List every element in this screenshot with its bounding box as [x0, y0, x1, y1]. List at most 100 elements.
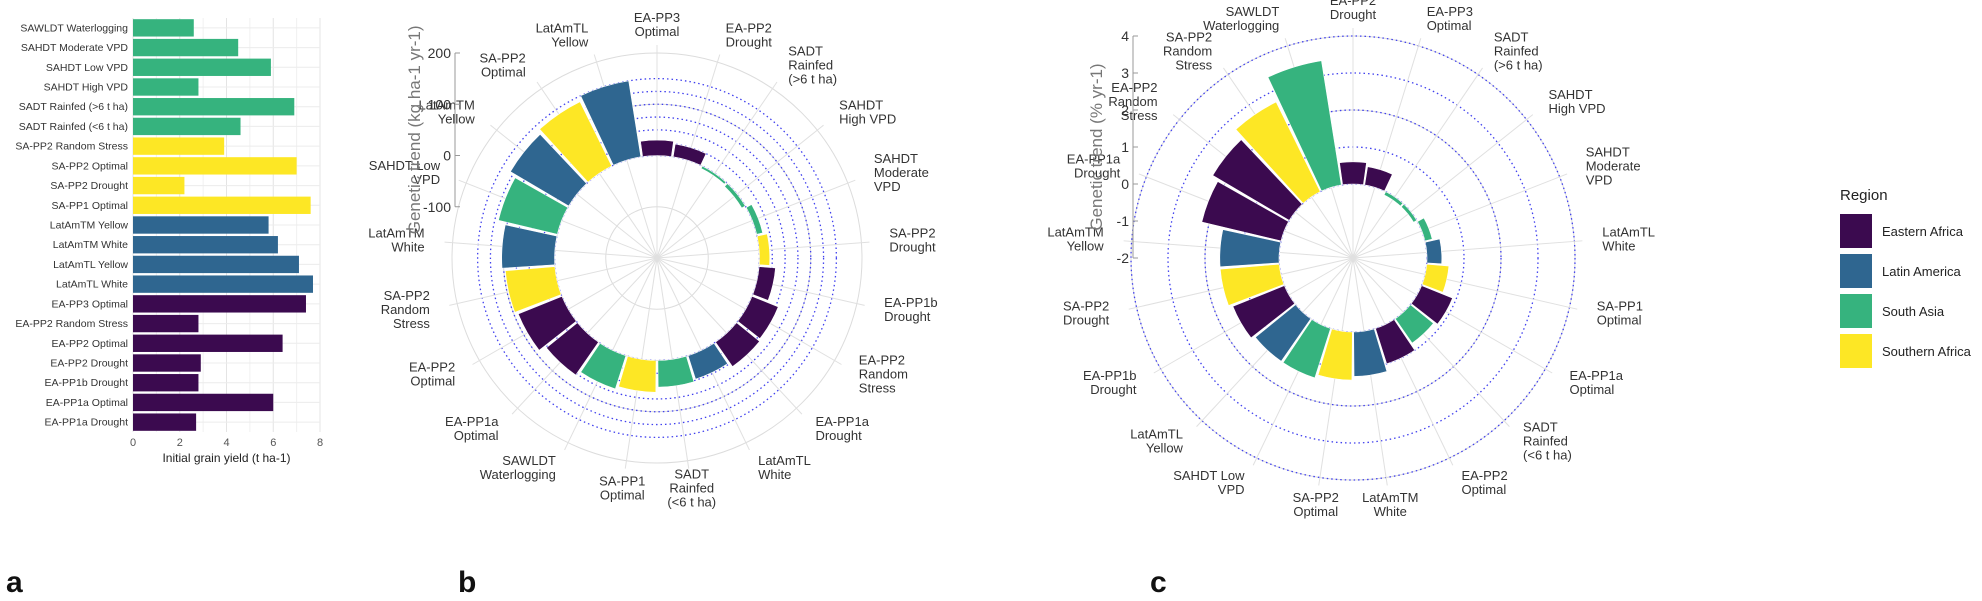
bar-ea-pp1a-drought	[715, 322, 761, 367]
bar-ea-pp2-drought	[672, 143, 707, 166]
bar-ea-pp2-random-stress	[737, 295, 779, 339]
bar-latamtl-yellow	[580, 80, 642, 166]
legend-swatch-south-asia	[1840, 294, 1872, 328]
radial-grid-line	[1352, 257, 1454, 466]
y-tick-label: SA-PP2 Random Stress	[15, 141, 128, 153]
bar-sa-pp2-optimal	[133, 157, 297, 175]
category-label-ea-pp3-optimal: EA-PP3 Optimal	[634, 10, 680, 39]
legend-swatch-eastern-africa	[1840, 214, 1872, 248]
region-legend: Region Eastern Africa Latin America South A…	[1840, 187, 1972, 368]
category-label-sadt-rainfed-6-t-ha: SADT Rainfed (>6 t ha)	[1494, 29, 1543, 72]
radial-grid-line	[656, 81, 778, 259]
category-label-latamtl-white: LatAmTL White	[1602, 224, 1655, 253]
radial-tick-label: 0	[443, 148, 451, 164]
category-label-sawldt-waterlogging: SAWLDT Waterlogging	[480, 453, 556, 482]
x-tick-label: 0	[130, 437, 136, 449]
category-label-sahdt-moderate-vpd: SAHDT Moderate VPD	[874, 151, 929, 194]
bar-sahdt-high-vpd	[724, 183, 746, 209]
category-label-sa-pp1-optimal: SA-PP1 Optimal	[1597, 299, 1643, 328]
legend-swatch-southern-africa	[1840, 334, 1872, 368]
y-tick-label: EA-PP3 Optimal	[52, 298, 128, 310]
x-tick-label: 6	[270, 437, 276, 449]
bar-sa-pp2-random-stress	[133, 137, 225, 155]
x-tick-label: 8	[317, 437, 323, 449]
bar-sa-pp2-drought	[133, 176, 185, 195]
bar-ea-pp2-random-stress	[133, 314, 199, 333]
panel-c-polar-chart: EA-PP2 Drought EA-PP3 Optimal SADT Rainfed (>6…	[1047, 0, 1655, 519]
bar-sahdt-low-vpd	[1282, 319, 1331, 379]
category-label-ea-pp2-optimal: EA-PP2 Optimal	[409, 360, 455, 389]
bar-latamtm-white	[501, 224, 558, 269]
bar-sahdt-moderate-vpd	[1417, 217, 1433, 242]
y-tick-label: SAWLDT Waterlogging	[20, 22, 128, 34]
bar-ea-pp2-optimal	[1375, 319, 1416, 365]
radial-tick-label: 4	[1121, 28, 1129, 44]
y-tick-label: SA-PP2 Optimal	[52, 160, 128, 172]
bar-ea-pp3-optimal	[1364, 166, 1393, 192]
y-tick-label: EA-PP2 Random Stress	[15, 318, 128, 330]
legend-label-eastern-africa: Eastern Africa	[1882, 224, 1964, 239]
bar-ea-pp3-optimal	[640, 139, 674, 157]
bar-ea-pp2-optimal	[133, 334, 283, 352]
category-label-sadt-rainfed-6-t-ha: SADT Rainfed (<6 t ha)	[667, 466, 716, 509]
radial-tick-label: -100	[423, 199, 451, 215]
bar-sa-pp2-optimal	[1317, 328, 1353, 381]
legend-label-south-asia: South Asia	[1882, 304, 1945, 319]
bar-sahdt-moderate-vpd	[745, 204, 764, 235]
category-label-sahdt-high-vpd: SAHDT High VPD	[1548, 87, 1605, 116]
bar-sawldt-waterlogging	[1267, 60, 1342, 192]
category-label-sadt-rainfed-6-t-ha: SADT Rainfed (<6 t ha)	[1523, 419, 1572, 462]
panel-letter-b: b	[458, 566, 476, 599]
bar-sadt-rainfed-6-t-ha	[133, 117, 241, 136]
radial-grid-line	[1352, 114, 1534, 259]
x-axis-title: Initial grain yield (t ha-1)	[162, 451, 290, 465]
panel-b-polar-chart: EA-PP3 Optimal EA-PP2 Drought SADT Rainfed (>6…	[368, 10, 937, 509]
bar-ea-pp1a-optimal	[1410, 285, 1453, 325]
bar-sa-pp1-optimal	[1421, 263, 1450, 293]
category-label-latamtl-white: LatAmTL White	[758, 453, 811, 482]
bar-sawldt-waterlogging	[580, 342, 627, 390]
y-tick-label: SADT Rainfed (<6 t ha)	[19, 121, 128, 133]
x-tick-label: 2	[177, 437, 183, 449]
category-label-ea-pp2-drought: EA-PP2 Drought	[726, 20, 773, 49]
category-label-latamtl-yellow: LatAmTL Yellow	[1130, 426, 1183, 455]
x-tick-label: 4	[223, 437, 229, 449]
legend-title: Region	[1840, 187, 1888, 204]
bar-sahdt-low-vpd	[498, 177, 569, 235]
bar-latamtm-yellow	[510, 133, 588, 207]
dotted-ring	[541, 142, 773, 374]
category-label-ea-pp1a-optimal: EA-PP1a Optimal	[1570, 368, 1624, 397]
bar-ea-pp1b-drought	[133, 374, 199, 392]
radial-axis-title: Genetic trend (kg ha-1 yr-1)	[405, 25, 424, 234]
bar-sahdt-moderate-vpd	[133, 38, 239, 57]
y-tick-label: EA-PP1b Drought	[45, 377, 129, 389]
bar-ea-pp1b-drought	[1232, 285, 1296, 339]
bar-latamtl-white	[1424, 238, 1443, 265]
category-label-sadt-rainfed-6-t-ha: SADT Rainfed (>6 t ha)	[788, 43, 837, 86]
radial-tick-label: -1	[1117, 213, 1130, 229]
category-label-sahdt-moderate-vpd: SAHDT Moderate VPD	[1586, 145, 1641, 188]
radial-grid-line	[1352, 38, 1422, 259]
bar-ea-pp1a-optimal	[133, 393, 274, 412]
y-tick-label: LatAmTM White	[53, 239, 128, 251]
radial-tick-label: 3	[1121, 65, 1129, 81]
dotted-ring	[1130, 35, 1576, 481]
bar-sahdt-low-vpd	[133, 58, 271, 76]
category-label-ea-pp1b-drought: EA-PP1b Drought	[884, 295, 937, 324]
bar-sawldt-waterlogging	[133, 19, 194, 37]
y-tick-label: SADT Rainfed (>6 t ha)	[19, 101, 128, 113]
dotted-ring	[476, 77, 838, 439]
category-label-sa-pp1-optimal: SA-PP1 Optimal	[599, 473, 645, 502]
y-tick-label: EA-PP2 Drought	[50, 358, 128, 370]
panel-a-bar-chart: SAWLDT Waterlogging SAHDT Moderate VPD SAH…	[15, 18, 323, 465]
dotted-ring	[1167, 72, 1539, 444]
y-tick-label: SAHDT High VPD	[44, 82, 129, 94]
dotted-ring	[515, 116, 799, 400]
legend-label-southern-africa: Southern Africa	[1882, 344, 1972, 359]
category-label-ea-pp1a-drought: EA-PP1a Drought	[815, 414, 869, 443]
bar-latamtm-yellow	[1219, 229, 1282, 268]
category-label-ea-pp1a-optimal: EA-PP1a Optimal	[445, 414, 499, 443]
bar-sa-pp2-drought	[756, 233, 771, 266]
bar-sadt-rainfed-6-t-ha	[1394, 304, 1434, 344]
bar-latamtm-yellow	[133, 216, 269, 234]
